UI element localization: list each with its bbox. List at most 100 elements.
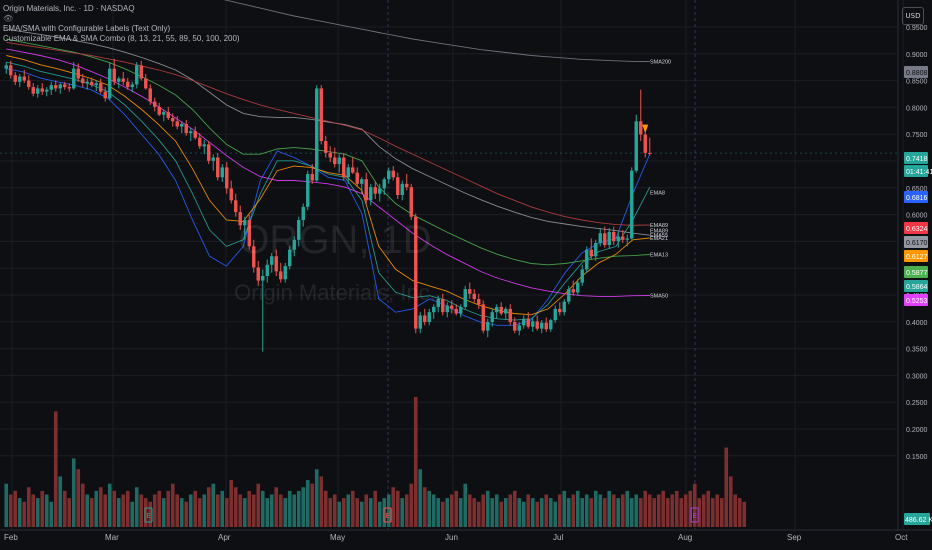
candle-body (103, 91, 107, 99)
candle-body (382, 179, 386, 189)
volume-bar (314, 469, 319, 527)
volume-bar (260, 490, 265, 527)
candle (396, 172, 400, 199)
volume-bar (103, 494, 108, 527)
candle (378, 183, 382, 202)
volume-bar (143, 498, 148, 527)
candle (243, 216, 247, 240)
ma-line-label: EMA8 (650, 191, 665, 197)
event-marker-box (383, 507, 392, 523)
candle (162, 109, 166, 122)
volume-tag-bg (904, 513, 930, 525)
candle (369, 183, 373, 206)
candle (184, 119, 188, 136)
candle (45, 87, 49, 97)
volume-bar (287, 490, 292, 527)
volume-bar (40, 490, 45, 527)
candle-body (589, 249, 593, 257)
candle-body (76, 68, 80, 79)
candle (189, 127, 193, 142)
candle-body (126, 81, 130, 88)
candle (630, 167, 634, 240)
ma-line-label: EMA13 (650, 252, 668, 258)
volume-bar (35, 498, 40, 527)
volume-bar (71, 458, 76, 527)
volume-tag: 486.62 K (905, 517, 932, 524)
candle-body (517, 325, 521, 331)
candle (418, 312, 422, 334)
candle-body (117, 78, 121, 82)
candle-body (99, 83, 103, 92)
volume-bar (193, 490, 198, 527)
ma-line-label: SMA200 (650, 60, 671, 66)
candle-body (486, 322, 490, 331)
volume-bar (611, 494, 616, 527)
candle (490, 308, 494, 327)
candle-body (225, 167, 229, 189)
candle-body (306, 173, 310, 207)
volume-bar (202, 494, 207, 527)
candle-body (238, 212, 242, 226)
volume-bar (490, 498, 495, 527)
candle (157, 102, 161, 117)
candle (427, 308, 431, 326)
candle (625, 234, 629, 247)
candle (405, 173, 409, 191)
candle (594, 239, 598, 261)
candle (319, 85, 323, 145)
volume-bar (602, 498, 607, 527)
candle-body (648, 152, 652, 154)
currency-button[interactable]: USD (902, 7, 924, 25)
candle (238, 205, 242, 230)
volume-bar (562, 490, 567, 527)
candle-body (274, 256, 278, 272)
candle-body (373, 187, 377, 194)
candle (337, 154, 341, 173)
candle (256, 260, 260, 286)
candle (270, 252, 274, 273)
volume-bar (449, 494, 454, 527)
indicator-eye-icon[interactable]: 👁 (3, 14, 14, 23)
candle (553, 305, 557, 323)
event-marker-label: E (147, 513, 152, 520)
volume-bar (391, 487, 396, 527)
candle (612, 226, 616, 246)
volume-bar (310, 483, 315, 527)
candle-body (463, 289, 467, 307)
candle-body (40, 88, 44, 92)
candle (18, 73, 22, 88)
volume-bar (220, 490, 225, 527)
indicator-1-label[interactable]: EMA/SMA with Configurable Labels (Text O… (3, 24, 171, 33)
volume-bar (521, 501, 526, 527)
candle-body (576, 282, 580, 293)
candle-body (558, 308, 562, 313)
candle-body (81, 78, 85, 84)
candle-body (594, 243, 598, 257)
volume-bar (467, 494, 472, 527)
volume-bar (674, 490, 679, 527)
candle (477, 293, 481, 309)
candle-body (121, 78, 125, 82)
volume-bar (107, 483, 112, 527)
volume-bar (256, 483, 261, 527)
candle-body (49, 85, 53, 90)
symbol-title[interactable]: Origin Materials, Inc. · 1D · NASDAQ (3, 4, 135, 13)
watermark-name: Origin Materials, Inc. (234, 280, 436, 305)
volume-bar (350, 490, 355, 527)
candle-body (513, 322, 517, 331)
volume-bar (634, 494, 639, 527)
candle-body (157, 106, 161, 115)
volume-bar (161, 498, 166, 527)
candle-body (13, 75, 17, 82)
candle-body (301, 206, 305, 221)
candle (108, 62, 112, 101)
candle-body (454, 308, 458, 314)
volume-bar (706, 490, 711, 527)
price-tag-bg (904, 66, 928, 78)
volume-bar (454, 490, 459, 527)
candle (211, 154, 215, 171)
volume-bar (188, 494, 193, 527)
price-tag-bg (904, 250, 928, 262)
indicator-2-label[interactable]: Customizable EMA & SMA Combo (8, 13, 21,… (3, 34, 240, 43)
